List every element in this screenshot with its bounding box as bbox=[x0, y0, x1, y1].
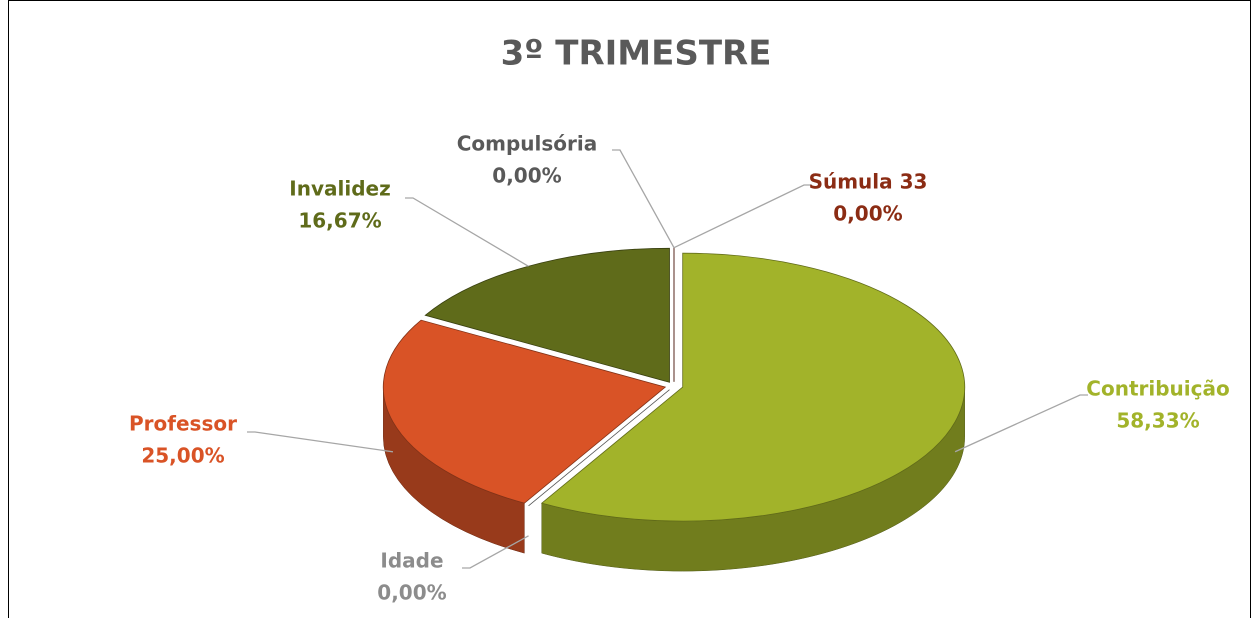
data-label-name: Compulsória bbox=[457, 132, 598, 156]
leader-line bbox=[954, 394, 1088, 453]
data-label-value: 0,00% bbox=[492, 164, 561, 188]
leader-line bbox=[405, 197, 529, 267]
data-label-value: 16,67% bbox=[298, 209, 381, 233]
data-label-value: 25,00% bbox=[141, 444, 224, 468]
data-label-name: Professor bbox=[129, 412, 237, 436]
pie-slice bbox=[382, 319, 667, 504]
leader-line bbox=[612, 149, 675, 249]
pie-tops bbox=[382, 247, 966, 522]
leader-line bbox=[247, 431, 394, 453]
chart-title: 3º TRIMESTRE bbox=[501, 34, 772, 74]
data-label-name: Invalidez bbox=[289, 177, 390, 201]
data-label-value: 0,00% bbox=[833, 202, 902, 226]
data-label-name: Contribuição bbox=[1086, 377, 1229, 401]
data-label-name: Súmula 33 bbox=[809, 170, 928, 194]
pie-slice bbox=[540, 252, 966, 522]
data-label-name: Idade bbox=[380, 549, 443, 573]
data-label-value: 0,00% bbox=[377, 581, 446, 605]
leader-line bbox=[673, 184, 812, 249]
data-label-value: 58,33% bbox=[1116, 409, 1199, 433]
leader-line bbox=[462, 535, 529, 569]
